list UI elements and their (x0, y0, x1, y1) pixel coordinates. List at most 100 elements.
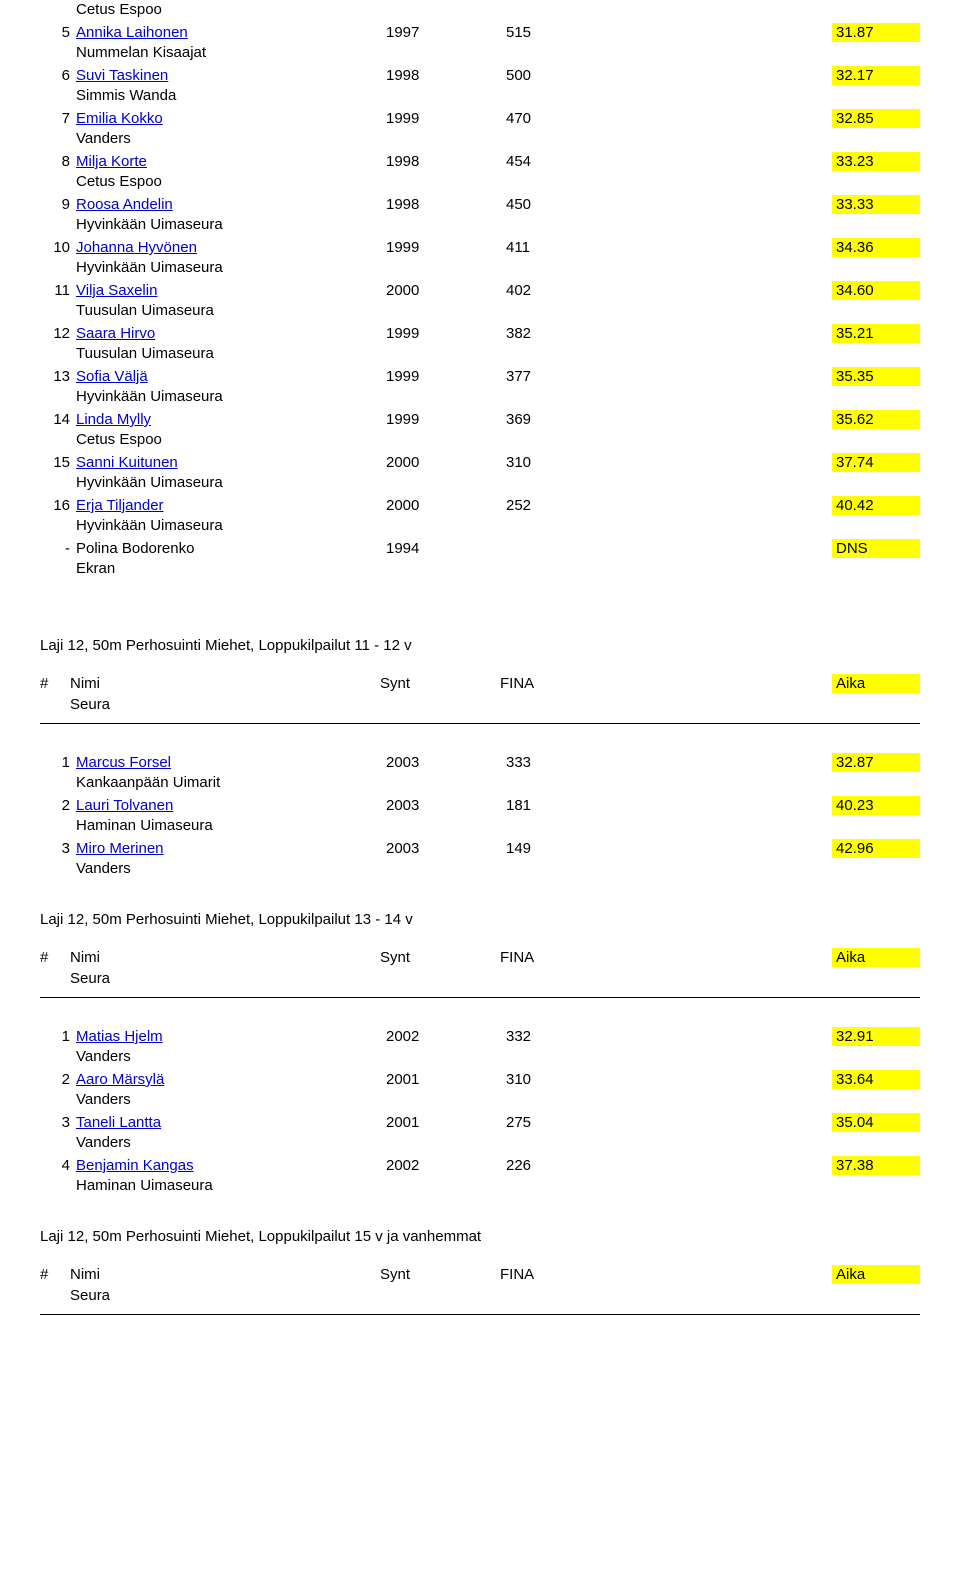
club-row: Hyvinkään Uimaseura (40, 215, 920, 237)
athlete-link[interactable]: Emilia Kokko (76, 110, 163, 127)
athlete-name: Linda Mylly (76, 411, 386, 428)
hdr-club: Seura (40, 969, 920, 993)
club-name: Kankaanpään Uimarit (76, 774, 220, 791)
birth-year: 1998 (386, 153, 506, 170)
athlete-link[interactable]: Suvi Taskinen (76, 67, 168, 84)
place: 14 (40, 411, 76, 428)
fina-points: 450 (506, 196, 646, 213)
club-row: Simmis Wanda (40, 86, 920, 108)
birth-year: 1999 (386, 239, 506, 256)
birth-year: 1999 (386, 368, 506, 385)
birth-year: 2000 (386, 454, 506, 471)
fina-points: 411 (506, 239, 646, 256)
athlete-name: Miro Merinen (76, 840, 386, 857)
place: 2 (40, 1071, 76, 1088)
athlete-link[interactable]: Sanni Kuitunen (76, 454, 178, 471)
athlete-link[interactable]: Matias Hjelm (76, 1028, 163, 1045)
athlete-link[interactable]: Taneli Lantta (76, 1114, 161, 1131)
fina-points: 470 (506, 110, 646, 127)
result-row: 2Aaro Märsylä 200131033.64 (40, 1069, 920, 1090)
result-time: 31.87 (832, 23, 920, 42)
divider (40, 997, 920, 998)
club-row: Vanders (40, 1090, 920, 1112)
result-time: 34.36 (832, 238, 920, 257)
result-time: 40.23 (832, 796, 920, 815)
athlete-link[interactable]: Lauri Tolvanen (76, 797, 173, 814)
club-name: Cetus Espoo (76, 431, 162, 448)
place: 1 (40, 754, 76, 771)
fina-points: 332 (506, 1028, 646, 1045)
athlete-link[interactable]: Milja Korte (76, 153, 147, 170)
club-name: Vanders (76, 860, 131, 877)
hdr-year: Synt (380, 1266, 500, 1283)
result-row: 3Miro Merinen 200314942.96 (40, 838, 920, 859)
fina-points: 149 (506, 840, 646, 857)
club-name: Hyvinkään Uimaseura (76, 388, 223, 405)
club-row: Hyvinkään Uimaseura (40, 387, 920, 409)
fina-points: 454 (506, 153, 646, 170)
birth-year: 2001 (386, 1071, 506, 1088)
athlete-name: Roosa Andelin (76, 196, 386, 213)
results-block-0: 5Annika Laihonen 199751531.87Nummelan Ki… (40, 22, 920, 581)
result-time: 32.91 (832, 1027, 920, 1046)
result-row: 15Sanni Kuitunen 200031037.74 (40, 452, 920, 473)
birth-year: 2002 (386, 1028, 506, 1045)
athlete-name: Vilja Saxelin (76, 282, 386, 299)
hdr-club: Seura (40, 695, 920, 719)
birth-year: 2002 (386, 1157, 506, 1174)
athlete-name: Lauri Tolvanen (76, 797, 386, 814)
athlete-link[interactable]: Roosa Andelin (76, 196, 173, 213)
athlete-name: Aaro Märsylä (76, 1071, 386, 1088)
place: 8 (40, 153, 76, 170)
athlete-link[interactable]: Miro Merinen (76, 840, 164, 857)
place: 1 (40, 1028, 76, 1045)
place: 16 (40, 497, 76, 514)
athlete-name: Suvi Taskinen (76, 67, 386, 84)
club-name: Cetus Espoo (76, 173, 162, 190)
hdr-year: Synt (380, 675, 500, 692)
birth-year: 1994 (386, 540, 506, 557)
athlete-link[interactable]: Johanna Hyvönen (76, 239, 197, 256)
lead-club: Cetus Espoo (76, 1, 162, 18)
athlete-link[interactable]: Annika Laihonen (76, 24, 188, 41)
birth-year: 1998 (386, 67, 506, 84)
athlete-link[interactable]: Aaro Märsylä (76, 1071, 164, 1088)
club-name: Vanders (76, 130, 131, 147)
athlete-link[interactable]: Linda Mylly (76, 411, 151, 428)
club-row: Haminan Uimaseura (40, 816, 920, 838)
club-row: Hyvinkään Uimaseura (40, 258, 920, 280)
fina-points: 333 (506, 754, 646, 771)
result-row: 4Benjamin Kangas 200222637.38 (40, 1155, 920, 1176)
hdr-year: Synt (380, 949, 500, 966)
place: 4 (40, 1157, 76, 1174)
athlete-link[interactable]: Marcus Forsel (76, 754, 171, 771)
result-row: 9Roosa Andelin 199845033.33 (40, 194, 920, 215)
result-time: 33.33 (832, 195, 920, 214)
result-row: 1Marcus Forsel 200333332.87 (40, 752, 920, 773)
club-row: Kankaanpään Uimarit (40, 773, 920, 795)
result-row: 13Sofia Väljä 199937735.35 (40, 366, 920, 387)
athlete-name: Johanna Hyvönen (76, 239, 386, 256)
place: - (40, 540, 76, 557)
athlete-name: Erja Tiljander (76, 497, 386, 514)
athlete-name: Polina Bodorenko (76, 540, 386, 557)
divider (40, 723, 920, 724)
club-row: Vanders (40, 1047, 920, 1069)
hdr-fina: FINA (500, 675, 640, 692)
club-name: Vanders (76, 1134, 131, 1151)
result-time: DNS (832, 539, 920, 558)
place: 15 (40, 454, 76, 471)
athlete-link[interactable]: Vilja Saxelin (76, 282, 157, 299)
birth-year: 1998 (386, 196, 506, 213)
athlete-link[interactable]: Saara Hirvo (76, 325, 155, 342)
athlete-link[interactable]: Erja Tiljander (76, 497, 164, 514)
result-time: 35.35 (832, 367, 920, 386)
club-name: Vanders (76, 1048, 131, 1065)
athlete-link[interactable]: Sofia Väljä (76, 368, 148, 385)
club-name: Hyvinkään Uimaseura (76, 517, 223, 534)
result-row: -Polina Bodorenko1994 DNS (40, 538, 920, 559)
club-name: Hyvinkään Uimaseura (76, 259, 223, 276)
place: 3 (40, 840, 76, 857)
athlete-link[interactable]: Benjamin Kangas (76, 1157, 194, 1174)
athlete-name: Saara Hirvo (76, 325, 386, 342)
